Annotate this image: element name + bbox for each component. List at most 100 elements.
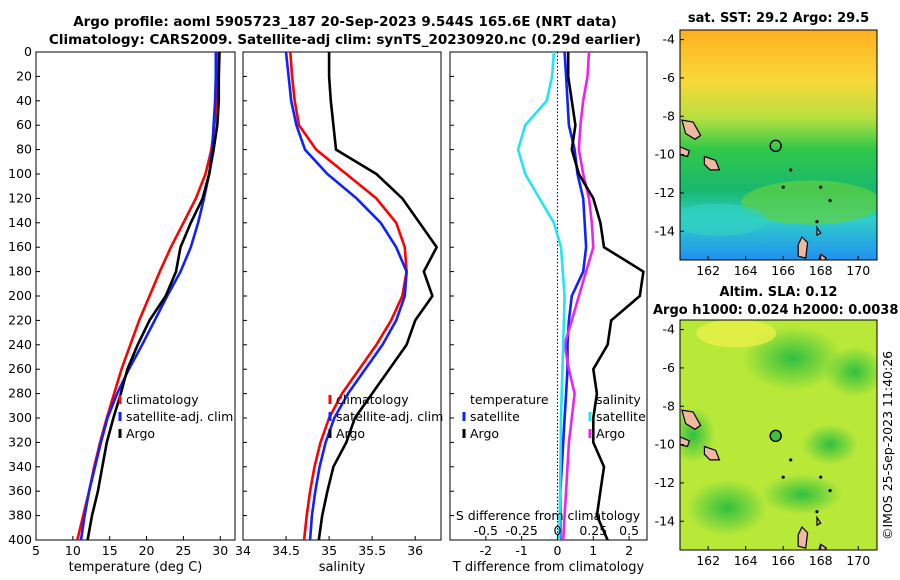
sla-anomaly (742, 326, 843, 391)
y-tick-label: -8 (663, 108, 676, 123)
island (797, 525, 809, 549)
island (797, 235, 809, 259)
top-tick-label: -0.5 (474, 523, 498, 538)
x-tick-label: 162 (696, 263, 720, 278)
panel-temperature: 0 20 40 60 80 100 120 140 160 180 200 220 240 260 280 3… (8, 44, 236, 575)
x-axis-label: temperature (deg C) (69, 560, 203, 575)
argo-float-marker (769, 429, 782, 443)
x-tick-label: 2 (625, 543, 633, 558)
island (703, 445, 721, 461)
map-field (680, 30, 877, 260)
x-tick-label: 25 (175, 543, 191, 558)
sla-anomaly (686, 479, 767, 536)
reef-dot (828, 488, 832, 493)
panel-salinity: 34 34.5 35 35.5 36 salinity climatology satelli… (235, 51, 443, 575)
x-tick-label: 15 (102, 543, 118, 558)
y-tick-label: 340 (8, 459, 32, 474)
y-tick-label: -10 (655, 147, 675, 162)
x-tick-label: 10 (65, 543, 81, 558)
argo-float-marker (769, 139, 782, 153)
chart-title-line1: Argo profile: aoml 5905723_187 20-Sep-20… (73, 14, 617, 30)
map-title: Altim. SLA: 0.12 (720, 285, 838, 300)
x-tick-label: 164 (734, 553, 758, 568)
legend-label: satellite-adj. clim (336, 409, 443, 424)
x-tick-label: 30 (212, 543, 228, 558)
reef-dot (828, 198, 832, 203)
map-title: sat. SST: 29.2 Argo: 29.5 (688, 11, 869, 26)
y-tick-label: 300 (8, 410, 32, 425)
temperature-diff-satellite (516, 51, 566, 541)
map-subtitle: Argo h1000: 0.024 h2000: 0.0038 (653, 303, 898, 318)
y-tick-label: 380 (8, 508, 32, 523)
reef-dot (815, 510, 819, 514)
y-tick-label: 60 (16, 117, 32, 132)
top-tick-label: 0.25 (579, 523, 607, 538)
legend-label: temperature (470, 392, 549, 407)
plot-frame (35, 51, 236, 541)
y-tick-label: -14 (655, 513, 675, 528)
legend-label: satellite (470, 409, 520, 424)
map-frame (679, 319, 878, 551)
salinity-diff-satellite (559, 51, 588, 540)
x-tick-label: 164 (734, 263, 758, 278)
x-axis-label: T difference from climatology (452, 560, 645, 575)
x-tick-label: 166 (771, 263, 795, 278)
y-tick-label: 100 (8, 166, 32, 181)
legend-label: Argo (470, 426, 499, 441)
x-tick-label: 35 (321, 543, 337, 558)
y-tick-label: -6 (663, 360, 676, 375)
sla-anomaly (802, 424, 859, 465)
y-tick-label: 320 (8, 434, 32, 449)
y-tick-label: 400 (8, 532, 32, 547)
y-tick-label: 160 (8, 239, 32, 254)
legend-label: Argo (596, 426, 625, 441)
legend-label: salinity (596, 392, 641, 407)
y-tick-label: -8 (663, 398, 676, 413)
plot-frame (449, 51, 648, 541)
y-tick-label: 360 (8, 483, 32, 498)
legend-label: Argo (126, 426, 155, 441)
y-tick-label: 180 (8, 264, 32, 279)
reef-dot (789, 168, 793, 172)
imos-credit: ©IMOS 25-Sep-2023 11:40:26 (880, 350, 895, 540)
sla-anomaly (824, 346, 877, 397)
sla-high (696, 320, 777, 348)
reef-dot (819, 475, 823, 479)
sst-cool-patch (680, 203, 768, 236)
y-tick-label: 140 (8, 215, 32, 230)
series-line-satellite-adj--clim (284, 51, 408, 541)
reef-dot (781, 475, 785, 479)
x-tick-label: 168 (809, 553, 833, 568)
x-tick-label: 170 (846, 263, 870, 278)
y-tick-label: -10 (655, 437, 675, 452)
series-line-climatology (289, 51, 408, 541)
island (681, 119, 702, 141)
x-tick-label: -1 (515, 543, 527, 558)
top-axis-label: S difference from climatology (456, 508, 641, 523)
series-line-satellite-adj--clim (79, 52, 218, 541)
y-tick-label: 200 (8, 288, 32, 303)
y-tick-label: 80 (16, 142, 32, 157)
y-tick-label: -14 (655, 223, 675, 238)
reef-dot (781, 185, 785, 189)
island (681, 409, 702, 431)
y-tick-label: -4 (663, 32, 676, 47)
y-tick-label: 0 (24, 44, 32, 59)
top-tick-label: 0 (553, 523, 561, 538)
map-sst_map: 162 164 166 168 170 -4 -6 -8 -10 -12 -14 sat. SST: … (655, 11, 878, 278)
x-tick-label: 166 (771, 553, 795, 568)
sst-warm-patch (741, 180, 877, 225)
y-tick-label: 40 (16, 93, 32, 108)
plot-frame (242, 51, 442, 541)
y-tick-label: 20 (16, 68, 32, 83)
x-tick-label: 5 (32, 543, 40, 558)
sla-anomaly (761, 474, 842, 515)
top-tick-label: 0.5 (619, 523, 639, 538)
y-tick-label: -6 (663, 70, 676, 85)
legend-label: climatology (336, 392, 409, 407)
x-tick-label: -2 (480, 543, 492, 558)
reef-dot (819, 185, 823, 189)
map-frame (679, 29, 878, 261)
y-tick-label: -12 (655, 475, 675, 490)
